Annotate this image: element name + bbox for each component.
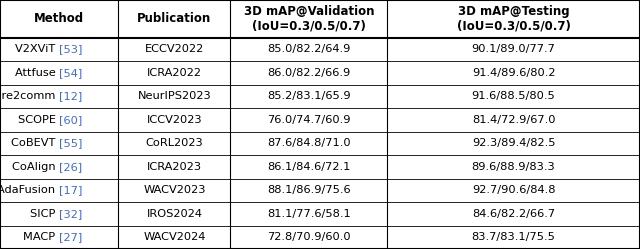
Text: ICRA2022: ICRA2022 <box>147 68 202 78</box>
Text: IROS2024: IROS2024 <box>147 209 202 219</box>
Text: V2XViT: V2XViT <box>15 44 60 54</box>
Text: Where2comm: Where2comm <box>0 91 60 101</box>
Text: CoRL2023: CoRL2023 <box>145 138 204 148</box>
Text: WACV2023: WACV2023 <box>143 185 205 195</box>
Text: 92.3/89.4/82.5: 92.3/89.4/82.5 <box>472 138 556 148</box>
Text: 72.8/70.9/60.0: 72.8/70.9/60.0 <box>267 232 351 242</box>
Text: [32]: [32] <box>60 209 83 219</box>
Text: 87.6/84.8/71.0: 87.6/84.8/71.0 <box>267 138 351 148</box>
Text: Publication: Publication <box>137 12 212 25</box>
Text: MACP: MACP <box>24 232 60 242</box>
Text: [26]: [26] <box>60 162 83 172</box>
Text: Attfuse: Attfuse <box>15 68 60 78</box>
Text: 85.2/83.1/65.9: 85.2/83.1/65.9 <box>267 91 351 101</box>
Text: 3D mAP@Testing
(IoU=0.3/0.5/0.7): 3D mAP@Testing (IoU=0.3/0.5/0.7) <box>457 5 570 33</box>
Text: 90.1/89.0/77.7: 90.1/89.0/77.7 <box>472 44 556 54</box>
Text: ICRA2023: ICRA2023 <box>147 162 202 172</box>
Text: 81.4/72.9/67.0: 81.4/72.9/67.0 <box>472 115 556 125</box>
Text: ICCV2023: ICCV2023 <box>147 115 202 125</box>
Text: 81.1/77.6/58.1: 81.1/77.6/58.1 <box>267 209 351 219</box>
Text: NeurIPS2023: NeurIPS2023 <box>138 91 211 101</box>
Text: 86.1/84.6/72.1: 86.1/84.6/72.1 <box>267 162 351 172</box>
Text: 91.4/89.6/80.2: 91.4/89.6/80.2 <box>472 68 556 78</box>
Text: 85.0/82.2/64.9: 85.0/82.2/64.9 <box>267 44 351 54</box>
Text: WACV2024: WACV2024 <box>143 232 205 242</box>
Text: 89.6/88.9/83.3: 89.6/88.9/83.3 <box>472 162 556 172</box>
Text: AdaFusion: AdaFusion <box>0 185 60 195</box>
Text: 76.0/74.7/60.9: 76.0/74.7/60.9 <box>267 115 351 125</box>
Text: 3D mAP@Validation
(IoU=0.3/0.5/0.7): 3D mAP@Validation (IoU=0.3/0.5/0.7) <box>244 5 374 33</box>
Text: [53]: [53] <box>60 44 83 54</box>
Text: [27]: [27] <box>60 232 83 242</box>
Text: Method: Method <box>34 12 84 25</box>
Text: CoBEVT: CoBEVT <box>12 138 60 148</box>
Text: 86.0/82.2/66.9: 86.0/82.2/66.9 <box>267 68 351 78</box>
Text: [12]: [12] <box>60 91 83 101</box>
Text: SCOPE: SCOPE <box>17 115 60 125</box>
Text: 84.6/82.2/66.7: 84.6/82.2/66.7 <box>472 209 555 219</box>
Text: [54]: [54] <box>60 68 83 78</box>
Text: [55]: [55] <box>60 138 83 148</box>
Text: 88.1/86.9/75.6: 88.1/86.9/75.6 <box>267 185 351 195</box>
Text: [17]: [17] <box>60 185 83 195</box>
Text: 83.7/83.1/75.5: 83.7/83.1/75.5 <box>472 232 556 242</box>
Text: [60]: [60] <box>60 115 83 125</box>
Text: 92.7/90.6/84.8: 92.7/90.6/84.8 <box>472 185 556 195</box>
Text: SICP: SICP <box>30 209 60 219</box>
Text: ECCV2022: ECCV2022 <box>145 44 204 54</box>
Text: CoAlign: CoAlign <box>12 162 60 172</box>
Text: 91.6/88.5/80.5: 91.6/88.5/80.5 <box>472 91 556 101</box>
